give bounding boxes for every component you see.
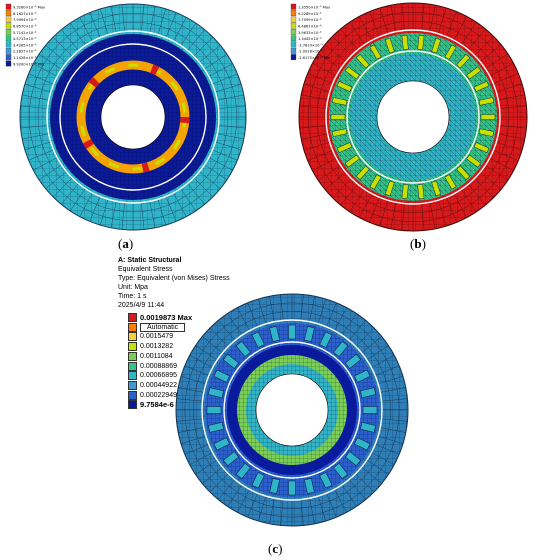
panel-c-disc [175, 293, 409, 527]
legend-entry: 3.9633×10⁻⁴ [290, 29, 322, 35]
legend-entry: 5.7142×10⁻⁴ [5, 29, 37, 35]
legend-value: 0.0015479 [140, 333, 174, 341]
legend-swatch [128, 371, 137, 381]
legend-entry: 9.9200×10⁻⁸ Min [5, 60, 44, 67]
legend-value: 0.00066895 [140, 372, 177, 380]
inner-white-ring-c [223, 341, 361, 479]
legend-entry: 1.1428×10⁻⁴ [5, 54, 37, 61]
svg-text:1.3445×10⁻⁴: 1.3445×10⁻⁴ [298, 37, 322, 41]
svg-text:-3.7819×10⁻⁵: -3.7819×10⁻⁵ [298, 43, 323, 47]
bore-hole-b [376, 80, 450, 154]
legend-swatch [128, 322, 137, 332]
panel-b-contour: 1.3550×10⁻³ Max 9.2289×10⁻⁴ 7.7099×10⁻⁴ 6.4… [290, 2, 528, 232]
legend-c: 0.0019873 Max Automatic 0.0015479 0.0013282… [128, 313, 218, 413]
svg-text:9.2289×10⁻⁴: 9.2289×10⁻⁴ [298, 12, 322, 16]
legend-value: 9.7584e-6 Min [140, 400, 189, 410]
analysis-title: A: Static Structural [118, 257, 182, 264]
legend-entry: 0.0019873 Max [128, 313, 192, 322]
svg-text:4.5713×10⁻⁴: 4.5713×10⁻⁴ [13, 37, 37, 41]
legend-entry: -3.7819×10⁻⁵ [290, 41, 323, 48]
legend-entry: 6.8570×10⁻⁴ [5, 22, 37, 29]
legend-value: 0.0013282 [140, 343, 174, 351]
result-type: Type: Equivalent (von Mises) Stress [118, 275, 230, 282]
svg-text:8.1627×10⁻⁴: 8.1627×10⁻⁴ [13, 12, 37, 16]
stress-ring-a [76, 60, 190, 174]
legend-swatch [128, 380, 137, 390]
legend-value: 0.00022949 [140, 391, 177, 399]
svg-text:3.4285×10⁻⁴: 3.4285×10⁻⁴ [13, 43, 37, 47]
svg-text:5.7142×10⁻⁴: 5.7142×10⁻⁴ [13, 31, 37, 35]
radial-mesh-lines-b [299, 3, 527, 231]
legend-entry: 1.3550×10⁻³ Max [290, 3, 331, 10]
inner-white-ring-a [59, 43, 207, 191]
legend-entry: 0.0013282 [128, 342, 174, 352]
legend-entry: 3.4285×10⁻⁴ [5, 41, 37, 48]
svg-text:3.9633×10⁻⁴: 3.9633×10⁻⁴ [298, 31, 322, 35]
legend-entry: 0.00088869 [128, 361, 177, 371]
bore-hole-c [255, 373, 329, 447]
legend-value: 0.0011084 [140, 352, 173, 360]
legend-value: 0.00044922 [140, 381, 177, 389]
caption-c: (c) [268, 541, 283, 556]
legend-entry[interactable]: Automatic [128, 322, 186, 332]
svg-text:1.1428×10⁻⁴: 1.1428×10⁻⁴ [13, 56, 37, 60]
result-unit: Unit: Mpa [118, 284, 148, 291]
svg-text:2.2857×10⁻⁴: 2.2857×10⁻⁴ [13, 50, 37, 54]
legend-value: 0.00088869 [140, 362, 177, 370]
svg-text:1.3550×10⁻³ Max: 1.3550×10⁻³ Max [298, 6, 331, 10]
legend-entry: 0.0011084 [128, 351, 173, 361]
legend-entry: -1.0918×10⁻⁴ [290, 47, 323, 54]
outer-white-ring-b [325, 29, 501, 205]
radial-mesh-lines-a [20, 4, 246, 230]
svg-text:7.9994×10⁻⁴: 7.9994×10⁻⁴ [13, 18, 37, 22]
legend-swatch [128, 351, 137, 361]
outer-white-ring-c [201, 319, 383, 501]
legend-a: 9.3260×10⁻⁴ Max 8.1627×10⁻⁴ 7.9994×10⁻⁴ 6.8… [5, 3, 46, 67]
legend-entry: 4.5713×10⁻⁴ [5, 35, 37, 42]
legend-entry: 2.2857×10⁻⁴ [5, 47, 37, 54]
caption-b: (b) [410, 236, 426, 251]
legend-value: 0.0019873 Max [140, 313, 193, 322]
legend-swatch [128, 400, 137, 410]
legend-swatch [128, 313, 137, 322]
result-name: Equivalent Stress [118, 266, 173, 273]
legend-entry: 7.9994×10⁻⁴ [5, 16, 37, 23]
legend-entry: 0.00044922 [128, 380, 177, 390]
inner-white-ring-b [346, 50, 480, 184]
outer-white-ring-a [46, 30, 220, 204]
bore-hole-a [100, 84, 166, 150]
svg-text:7.7099×10⁻⁴: 7.7099×10⁻⁴ [298, 18, 322, 22]
legend-entry: 0.00022949 [128, 390, 177, 400]
caption-a: (a) [118, 236, 134, 251]
legend-entry: 0.0015479 [128, 332, 174, 342]
legend-swatch [128, 390, 137, 400]
legend-entry: 6.4867×10⁻⁴ [290, 22, 322, 29]
legend-b: 1.3550×10⁻³ Max 9.2289×10⁻⁴ 7.7099×10⁻⁴ 6.4… [290, 3, 331, 61]
legend-swatch [128, 342, 137, 352]
legend-entry: 9.7584e-6 Min [128, 400, 189, 410]
legend-entry: 9.2289×10⁻⁴ [290, 10, 322, 16]
legend-entry: 8.1627×10⁻⁴ [5, 10, 37, 16]
panel-a-contour: 9.3260×10⁻⁴ Max 8.1627×10⁻⁴ 7.9994×10⁻⁴ 6.8… [5, 3, 247, 231]
legend-entry: 0.00066895 [128, 371, 177, 381]
svg-text:-1.0918×10⁻⁴: -1.0918×10⁻⁴ [298, 50, 323, 54]
svg-text:-2.6175×10⁻⁴ Min: -2.6175×10⁻⁴ Min [298, 56, 330, 60]
result-time: Time: 1 s [118, 293, 147, 300]
result-date: 2025/4/9 11:44 [118, 302, 165, 309]
legend-entry: 9.3260×10⁻⁴ Max [5, 3, 46, 10]
svg-text:9.9200×10⁻⁸ Min: 9.9200×10⁻⁸ Min [13, 62, 44, 66]
legend-swatch [128, 361, 137, 371]
slot-teeth-b [330, 34, 496, 200]
legend-entry: 7.7099×10⁻⁴ [290, 16, 322, 23]
legend-entry: 1.3445×10⁻⁴ [290, 35, 322, 42]
svg-text:6.8570×10⁻⁴: 6.8570×10⁻⁴ [13, 25, 37, 29]
slot-teeth-c [206, 324, 378, 496]
legend-swatch [128, 332, 137, 342]
panel-c-info: A: Static Structural Equivalent Stress T… [118, 256, 230, 310]
svg-text:9.3260×10⁻⁴ Max: 9.3260×10⁻⁴ Max [13, 6, 46, 10]
legend-mode-dropdown[interactable]: Automatic [140, 322, 186, 332]
radial-mesh-lines-c [176, 294, 408, 526]
svg-text:6.4867×10⁻⁴: 6.4867×10⁻⁴ [298, 25, 322, 29]
legend-entry: -2.6175×10⁻⁴ Min [290, 54, 330, 61]
